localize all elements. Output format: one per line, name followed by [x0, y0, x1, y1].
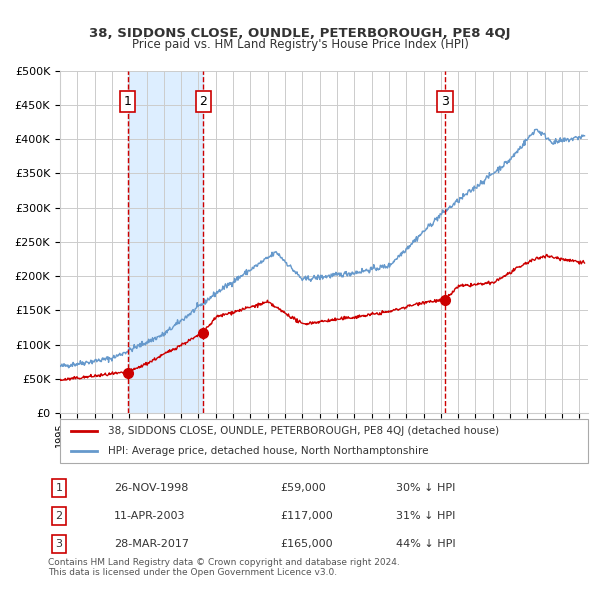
Text: £165,000: £165,000 [280, 539, 332, 549]
Text: Contains HM Land Registry data © Crown copyright and database right 2024.
This d: Contains HM Land Registry data © Crown c… [48, 558, 400, 577]
Bar [128, 71, 203, 413]
Text: HPI: Average price, detached house, North Northamptonshire: HPI: Average price, detached house, Nort… [107, 446, 428, 455]
Text: 44% ↓ HPI: 44% ↓ HPI [396, 539, 455, 549]
Text: 2: 2 [55, 511, 62, 521]
Text: 31% ↓ HPI: 31% ↓ HPI [396, 511, 455, 521]
Text: 28-MAR-2017: 28-MAR-2017 [114, 539, 189, 549]
FancyBboxPatch shape [60, 419, 588, 463]
Text: 2: 2 [199, 95, 207, 108]
Text: £59,000: £59,000 [280, 483, 326, 493]
Text: 3: 3 [56, 539, 62, 549]
Text: 26-NOV-1998: 26-NOV-1998 [114, 483, 188, 493]
Text: Price paid vs. HM Land Registry's House Price Index (HPI): Price paid vs. HM Land Registry's House … [131, 38, 469, 51]
Text: 1: 1 [124, 95, 131, 108]
Text: 1: 1 [56, 483, 62, 493]
Text: 38, SIDDONS CLOSE, OUNDLE, PETERBOROUGH, PE8 4QJ (detached house): 38, SIDDONS CLOSE, OUNDLE, PETERBOROUGH,… [107, 427, 499, 436]
Text: 3: 3 [441, 95, 449, 108]
Text: 30% ↓ HPI: 30% ↓ HPI [396, 483, 455, 493]
Text: 38, SIDDONS CLOSE, OUNDLE, PETERBOROUGH, PE8 4QJ: 38, SIDDONS CLOSE, OUNDLE, PETERBOROUGH,… [89, 27, 511, 40]
Text: 11-APR-2003: 11-APR-2003 [114, 511, 186, 521]
Text: £117,000: £117,000 [280, 511, 332, 521]
